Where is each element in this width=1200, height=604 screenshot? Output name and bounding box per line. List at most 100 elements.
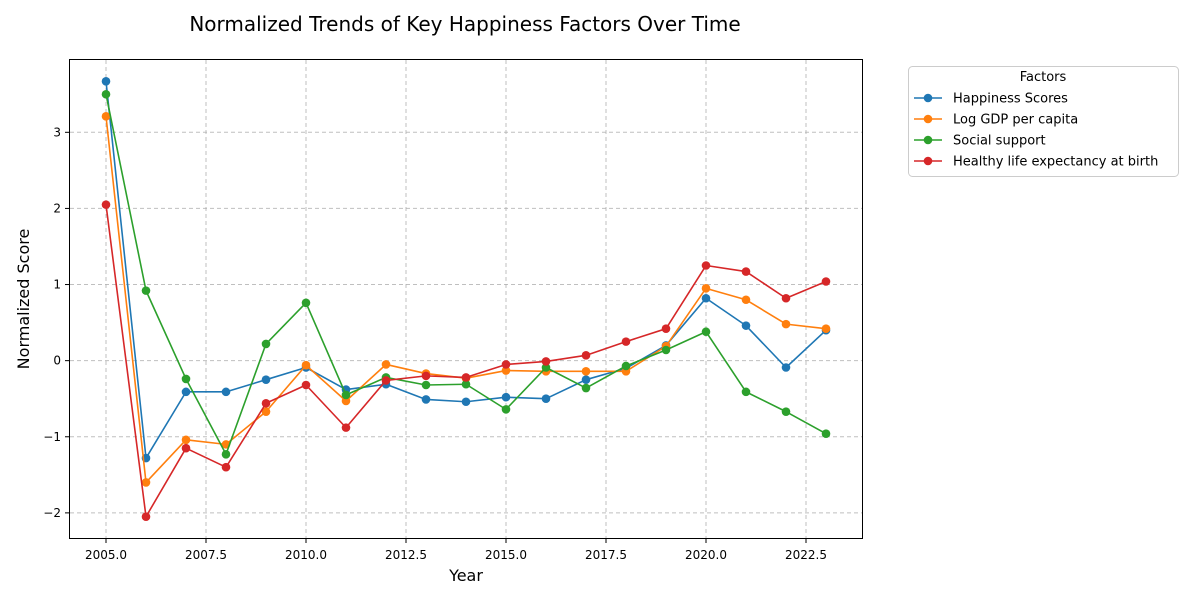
data-point xyxy=(541,363,551,372)
legend-label: Social support xyxy=(953,134,1046,149)
data-point xyxy=(781,293,791,303)
data-point xyxy=(141,512,151,521)
legend-item: Social support xyxy=(914,134,1046,149)
data-point xyxy=(461,373,471,382)
data-point xyxy=(381,376,391,385)
data-point xyxy=(181,387,191,397)
x-tick-label: 2007.5 xyxy=(185,548,227,562)
data-point xyxy=(821,277,831,286)
legend-marker xyxy=(923,156,933,166)
data-point xyxy=(821,429,831,439)
y-tick-label: 3 xyxy=(53,125,61,139)
y-tick-label: −1 xyxy=(43,430,61,444)
data-point xyxy=(541,394,551,404)
data-point xyxy=(141,286,151,295)
y-tick-label: 0 xyxy=(53,354,61,368)
legend-marker xyxy=(923,135,933,145)
data-point xyxy=(221,387,231,397)
data-point xyxy=(701,293,711,303)
data-point xyxy=(701,284,711,293)
data-point xyxy=(341,423,351,432)
data-point xyxy=(181,435,191,445)
y-tick-label: 2 xyxy=(53,201,61,215)
series-group xyxy=(101,77,831,521)
legend-marker xyxy=(923,114,933,124)
data-point xyxy=(821,324,831,333)
data-point xyxy=(101,112,111,121)
chart-title: Normalized Trends of Key Happiness Facto… xyxy=(189,12,740,36)
legend: Factors Happiness Scores Log GDP per capi… xyxy=(908,66,1179,177)
x-tick-label: 2020.0 xyxy=(685,548,727,562)
data-point xyxy=(301,360,311,370)
data-point xyxy=(261,407,271,416)
data-point xyxy=(781,319,791,329)
plot-frame xyxy=(69,59,863,539)
data-point xyxy=(261,375,271,384)
data-point xyxy=(581,351,591,360)
legend-label: Healthy life expectancy at birth xyxy=(953,155,1158,170)
data-point xyxy=(461,379,471,389)
data-point xyxy=(701,327,711,337)
x-tick-label: 2012.5 xyxy=(385,548,427,562)
legend-item: Happiness Scores xyxy=(914,92,1068,107)
data-point xyxy=(581,367,591,376)
data-point xyxy=(221,462,231,472)
data-point xyxy=(741,321,751,330)
data-point xyxy=(461,397,471,407)
data-point xyxy=(301,298,311,308)
legend-title: Factors xyxy=(1020,70,1067,85)
data-point xyxy=(381,360,391,369)
y-axis-label: Normalized Score xyxy=(14,229,33,370)
data-point xyxy=(661,345,671,355)
legend-item: Log GDP per capita xyxy=(914,113,1078,128)
series-2 xyxy=(101,89,831,459)
data-point xyxy=(581,383,591,393)
data-point xyxy=(741,267,751,276)
data-point xyxy=(341,396,351,406)
data-point xyxy=(101,77,111,86)
data-point xyxy=(621,337,631,346)
data-point xyxy=(741,295,751,305)
legend-box xyxy=(908,66,1179,177)
data-point xyxy=(501,392,511,402)
x-axis-label: Year xyxy=(448,566,483,585)
data-point xyxy=(741,387,751,397)
legend-item: Healthy life expectancy at birth xyxy=(914,155,1158,170)
data-point xyxy=(101,89,111,99)
x-tick-label: 2005.0 xyxy=(85,548,127,562)
legend-label: Happiness Scores xyxy=(953,92,1068,107)
data-point xyxy=(341,390,351,400)
x-tick-label: 2015.0 xyxy=(485,548,527,562)
y-tick-label: −2 xyxy=(43,506,61,520)
data-point xyxy=(661,324,671,333)
data-point xyxy=(541,357,551,366)
x-tick-label: 2010.0 xyxy=(285,548,327,562)
y-axis: −2 −1 0 1 2 3 xyxy=(43,125,70,520)
data-point xyxy=(101,200,111,209)
data-point xyxy=(221,449,231,459)
data-point xyxy=(701,261,711,270)
data-point xyxy=(781,407,791,416)
series-0 xyxy=(101,77,831,463)
x-tick-label: 2017.5 xyxy=(585,548,627,562)
data-point xyxy=(301,380,311,390)
data-point xyxy=(261,398,271,408)
series-line xyxy=(105,116,827,484)
legend-marker xyxy=(923,93,933,103)
data-point xyxy=(421,380,431,390)
data-point xyxy=(621,361,631,371)
data-point xyxy=(781,363,791,372)
data-point xyxy=(421,371,431,381)
y-tick-label: 1 xyxy=(53,278,61,292)
data-point xyxy=(501,405,511,414)
data-point xyxy=(581,375,591,384)
x-tick-label: 2022.5 xyxy=(785,548,827,562)
data-point xyxy=(501,366,511,375)
legend-label: Log GDP per capita xyxy=(953,113,1078,128)
x-axis: 2005.0 2007.5 2010.0 2012.5 2015.0 2017.5 2020… xyxy=(85,538,827,562)
data-point xyxy=(421,395,431,404)
series-3 xyxy=(101,200,831,521)
data-point xyxy=(501,360,511,369)
data-point xyxy=(181,374,191,384)
